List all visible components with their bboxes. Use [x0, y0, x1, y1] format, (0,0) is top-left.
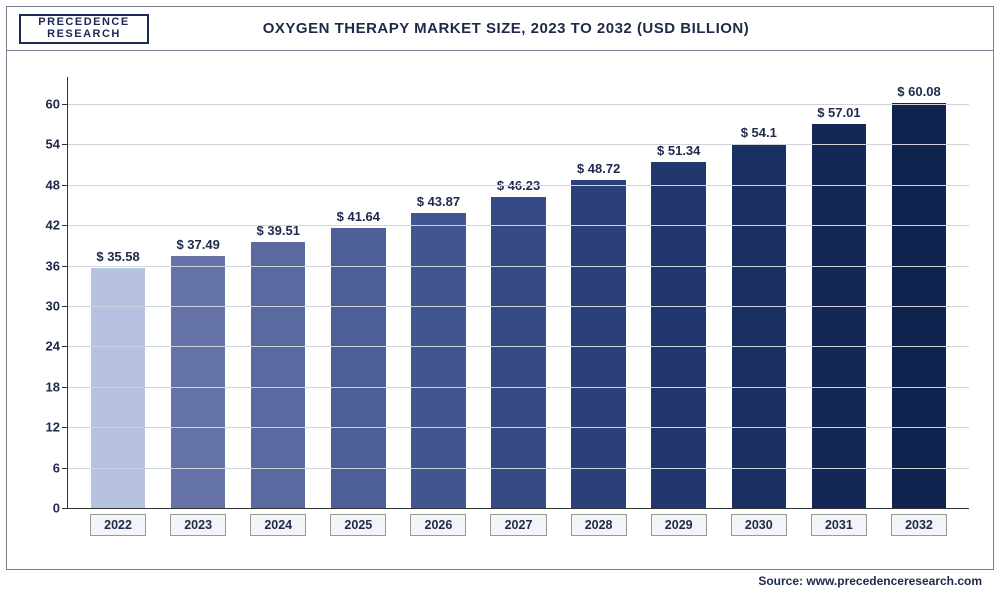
y-tick-mark	[62, 387, 68, 388]
bar-value-label: $ 54.1	[741, 125, 777, 140]
header-row: PRECEDENCE RESEARCH OXYGEN THERAPY MARKE…	[7, 7, 993, 51]
bar-value-label: $ 48.72	[577, 161, 620, 176]
grid-line	[68, 185, 969, 186]
y-tick-label: 0	[53, 501, 60, 516]
grid-line	[68, 427, 969, 428]
x-category-label: 2023	[170, 514, 226, 536]
y-tick-mark	[62, 266, 68, 267]
plot-area: $ 35.582022$ 37.492023$ 39.512024$ 41.64…	[67, 77, 969, 509]
bar-value-label: $ 35.58	[96, 249, 139, 264]
bar	[651, 162, 705, 508]
bar-slot: $ 43.872026	[398, 77, 478, 508]
bar	[491, 197, 545, 508]
y-tick-mark	[62, 427, 68, 428]
bar-slot: $ 46.232027	[478, 77, 558, 508]
chart-title: OXYGEN THERAPY MARKET SIZE, 2023 TO 2032…	[149, 20, 863, 37]
y-tick-label: 12	[46, 420, 60, 435]
y-tick-label: 42	[46, 218, 60, 233]
x-category-label: 2028	[571, 514, 627, 536]
y-tick-label: 6	[53, 460, 60, 475]
y-tick-mark	[62, 104, 68, 105]
grid-line	[68, 306, 969, 307]
bar-slot: $ 48.722028	[559, 77, 639, 508]
bar-value-label: $ 37.49	[176, 237, 219, 252]
y-tick-label: 24	[46, 339, 60, 354]
bar	[571, 180, 625, 508]
logo-line2: RESEARCH	[38, 29, 129, 41]
grid-line	[68, 144, 969, 145]
grid-line	[68, 468, 969, 469]
grid-line	[68, 346, 969, 347]
y-tick-label: 60	[46, 96, 60, 111]
bar	[331, 228, 385, 508]
bar-value-label: $ 51.34	[657, 143, 700, 158]
grid-line	[68, 225, 969, 226]
x-category-label: 2029	[651, 514, 707, 536]
x-category-label: 2025	[330, 514, 386, 536]
grid-line	[68, 104, 969, 105]
x-category-label: 2022	[90, 514, 146, 536]
bar	[812, 124, 866, 508]
x-category-label: 2024	[250, 514, 306, 536]
bar-slot: $ 41.642025	[318, 77, 398, 508]
bar-slot: $ 35.582022	[78, 77, 158, 508]
y-tick-mark	[62, 185, 68, 186]
bar-slot: $ 39.512024	[238, 77, 318, 508]
x-category-label: 2030	[731, 514, 787, 536]
bar	[91, 268, 145, 508]
bar-slot: $ 54.12030	[719, 77, 799, 508]
y-tick-label: 54	[46, 137, 60, 152]
y-tick-label: 18	[46, 379, 60, 394]
x-category-label: 2026	[410, 514, 466, 536]
y-tick-mark	[62, 508, 68, 509]
y-tick-label: 30	[46, 298, 60, 313]
bar-value-label: $ 41.64	[337, 209, 380, 224]
bar-slot: $ 60.082032	[879, 77, 959, 508]
logo-line1: PRECEDENCE	[38, 17, 129, 29]
bar	[171, 256, 225, 508]
y-tick-label: 48	[46, 177, 60, 192]
x-category-label: 2031	[811, 514, 867, 536]
y-tick-mark	[62, 225, 68, 226]
x-category-label: 2027	[490, 514, 546, 536]
y-tick-mark	[62, 346, 68, 347]
bar-slot: $ 51.342029	[639, 77, 719, 508]
grid-line	[68, 387, 969, 388]
bar-value-label: $ 60.08	[897, 84, 940, 99]
bar-slot: $ 57.012031	[799, 77, 879, 508]
chart-frame: PRECEDENCE RESEARCH OXYGEN THERAPY MARKE…	[6, 6, 994, 570]
y-tick-label: 36	[46, 258, 60, 273]
logo: PRECEDENCE RESEARCH	[19, 14, 149, 44]
x-category-label: 2032	[891, 514, 947, 536]
y-tick-mark	[62, 306, 68, 307]
grid-line	[68, 266, 969, 267]
bar-slot: $ 37.492023	[158, 77, 238, 508]
source-label: Source: www.precedenceresearch.com	[758, 574, 982, 588]
bar	[411, 213, 465, 508]
bar-value-label: $ 57.01	[817, 105, 860, 120]
y-tick-mark	[62, 144, 68, 145]
bar-value-label: $ 43.87	[417, 194, 460, 209]
y-tick-mark	[62, 468, 68, 469]
bars-container: $ 35.582022$ 37.492023$ 39.512024$ 41.64…	[68, 77, 969, 508]
bar	[732, 144, 786, 508]
